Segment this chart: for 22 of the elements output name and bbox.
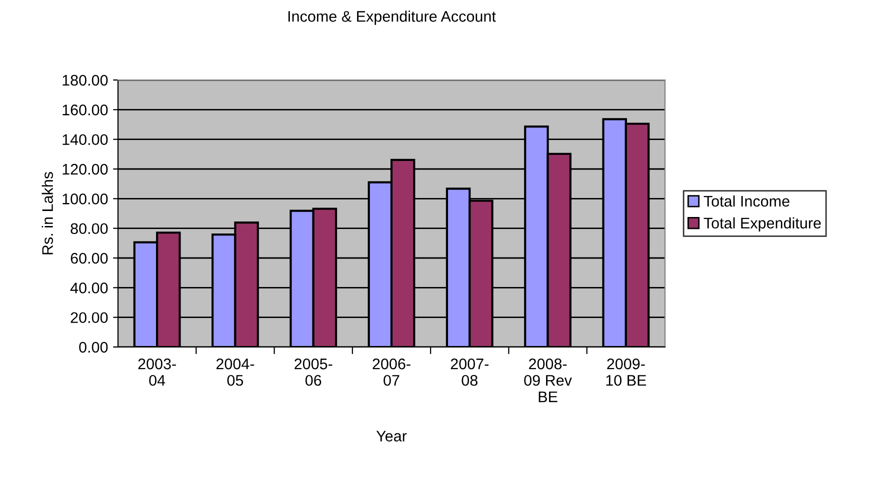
y-axis-title: Rs. in Lakhs: [42, 172, 53, 254]
y-tick-label: 0.00: [79, 342, 108, 353]
y-tick-label: 40.00: [70, 282, 108, 294]
x-tick-label: 2008- 09 Rev BE: [524, 358, 572, 402]
y-tick-label: 80.00: [70, 223, 108, 234]
legend-label: Total Income: [704, 195, 790, 207]
y-tick-label: 140.00: [62, 134, 108, 146]
y-tick-label: 160.00: [62, 104, 108, 116]
legend-label: Total Expenditure: [704, 217, 821, 232]
y-tick-label: 120.00: [62, 164, 108, 175]
x-tick-label: 2006- 07: [372, 358, 410, 386]
y-tick-label: 180.00: [62, 74, 108, 86]
chart-title: Income & Expenditure Account: [288, 10, 496, 25]
x-tick-label: 2004- 05: [216, 358, 254, 386]
x-tick-label: 2005- 06: [294, 358, 332, 386]
x-tick-label: 2009- 10 BE: [606, 358, 646, 386]
y-tick-label: 100.00: [62, 194, 108, 204]
x-tick-label: 2003- 04: [138, 358, 176, 386]
x-tick-label: 2007- 08: [450, 358, 489, 386]
y-tick-label: 20.00: [70, 312, 108, 324]
y-tick-label: 60.00: [70, 252, 108, 264]
x-axis-title: Year: [376, 430, 407, 442]
